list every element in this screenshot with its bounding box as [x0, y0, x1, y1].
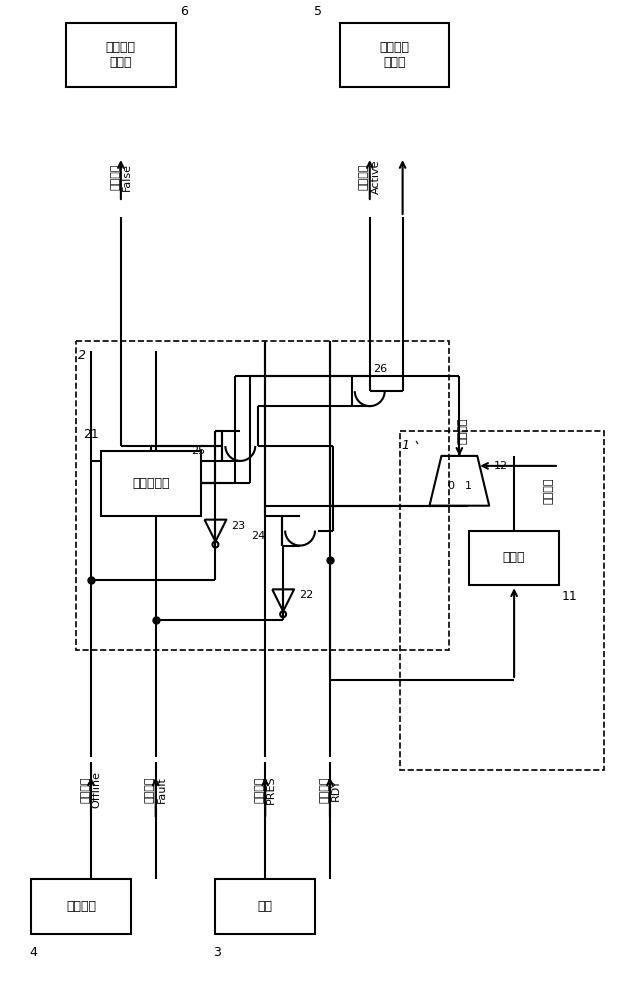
- Bar: [66, 23, 175, 87]
- Text: 0: 0: [447, 481, 454, 491]
- Text: 控制信号: 控制信号: [457, 418, 467, 444]
- Bar: [399, 431, 604, 770]
- Text: 警告信号
False: 警告信号 False: [110, 163, 131, 191]
- Text: 6: 6: [181, 5, 189, 18]
- Text: 4: 4: [30, 946, 37, 959]
- Bar: [340, 23, 449, 87]
- Text: 5: 5: [314, 5, 322, 18]
- Text: 1: 1: [401, 439, 409, 452]
- Text: 型样产生器: 型样产生器: [132, 477, 169, 490]
- Text: 第一发光
二极体: 第一发光 二极体: [380, 41, 409, 69]
- Text: 选择信号: 选择信号: [544, 478, 554, 504]
- Bar: [216, 879, 315, 934]
- Text: 2: 2: [78, 349, 86, 362]
- Text: 22: 22: [299, 590, 313, 600]
- Text: 硬盘: 硬盘: [258, 900, 273, 913]
- Text: 错误信号
Fault: 错误信号 Fault: [145, 776, 167, 803]
- Text: 第二发光
二极体: 第二发光 二极体: [106, 41, 136, 69]
- Bar: [101, 451, 201, 516]
- Text: 离线信号
Offline: 离线信号 Offline: [80, 771, 102, 808]
- Text: 驱动信号
Active: 驱动信号 Active: [359, 160, 381, 194]
- Text: 21: 21: [83, 428, 99, 441]
- Text: 12: 12: [494, 461, 508, 471]
- Text: 1: 1: [465, 481, 472, 491]
- Text: 26: 26: [373, 364, 387, 374]
- Bar: [76, 341, 449, 650]
- Text: 连线信号
PRES: 连线信号 PRES: [254, 775, 276, 804]
- Text: 24: 24: [251, 531, 265, 541]
- Text: 11: 11: [562, 590, 577, 603]
- Bar: [31, 879, 131, 934]
- Text: 状态信号
RDY: 状态信号 RDY: [319, 776, 341, 803]
- Text: 23: 23: [231, 521, 245, 531]
- Bar: [469, 531, 559, 585]
- Text: 计时器: 计时器: [503, 551, 525, 564]
- Text: 微处理器: 微处理器: [66, 900, 96, 913]
- Text: 3: 3: [213, 946, 221, 959]
- Text: 25: 25: [191, 446, 206, 456]
